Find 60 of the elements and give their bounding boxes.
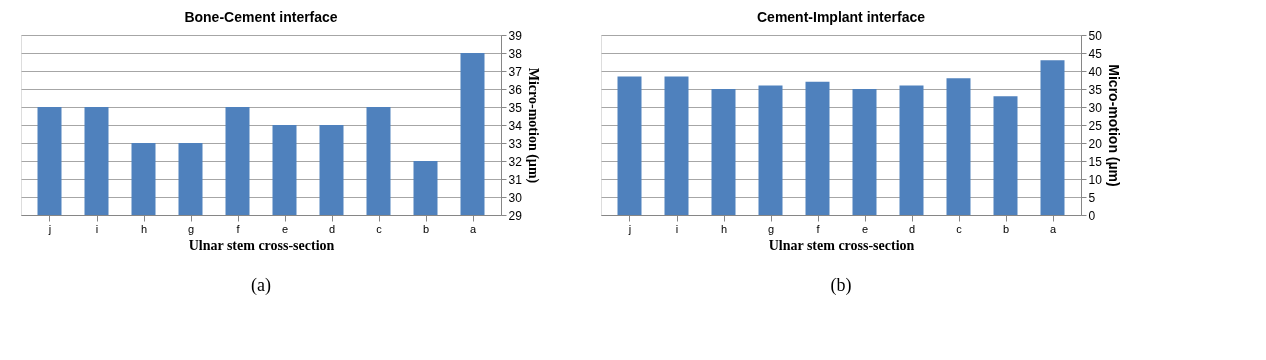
y-tick-label: 34 — [508, 118, 523, 133]
y-tick-label: 31 — [508, 172, 523, 187]
x-tick-label: b — [422, 222, 430, 235]
bar — [664, 76, 689, 215]
x-tick-label: e — [861, 222, 869, 235]
x-tick-label: f — [816, 222, 821, 235]
y-tick-label: 38 — [508, 46, 523, 61]
bar — [617, 76, 642, 215]
y-tick-label: 10 — [1088, 172, 1103, 187]
x-tick-label: h — [140, 222, 148, 235]
y-tick-label: 30 — [1088, 100, 1103, 115]
bar — [1040, 60, 1065, 215]
x-axis-title: Ulnar stem cross-section — [188, 237, 335, 253]
bar — [946, 78, 971, 215]
chart-title: Cement-Implant interface — [756, 9, 926, 25]
y-tick-label: 35 — [508, 100, 523, 115]
x-tick-label: e — [281, 222, 289, 235]
x-tick-label: d — [908, 222, 916, 235]
y-tick-label: 37 — [508, 64, 523, 79]
y-axis-title: Micro-motion (µm) — [1105, 64, 1122, 187]
x-tick-label: g — [187, 222, 195, 235]
x-tick-label: c — [956, 222, 963, 235]
x-tick-label: b — [1002, 222, 1010, 235]
y-tick-label: 15 — [1088, 154, 1103, 169]
text: (a) — [251, 275, 271, 296]
x-tick-label: i — [95, 222, 99, 235]
y-tick-label: 30 — [508, 190, 523, 205]
x-tick-label: g — [767, 222, 775, 235]
bar — [758, 85, 783, 215]
y-tick-label: 20 — [1088, 136, 1103, 151]
x-tick-label: i — [675, 222, 679, 235]
y-tick-label: 36 — [508, 82, 523, 97]
y-tick-label: 45 — [1088, 46, 1103, 61]
y-tick-label: 29 — [508, 208, 523, 223]
y-tick-label: 32 — [508, 154, 523, 169]
y-tick-label: 5 — [1088, 190, 1096, 205]
y-axis-title: Micro-motion (µm) — [524, 67, 541, 184]
chart-title: Bone-Cement interface — [184, 9, 338, 25]
x-tick-label: h — [720, 222, 728, 235]
x-tick-label: a — [1049, 222, 1057, 235]
text: (b) — [830, 275, 852, 296]
y-tick-label: 33 — [508, 136, 523, 151]
y-tick-label: 0 — [1088, 208, 1096, 223]
x-tick-label: d — [328, 222, 336, 235]
x-tick-label: f — [236, 222, 241, 235]
x-tick-label: c — [376, 222, 383, 235]
bar — [899, 85, 924, 215]
x-tick-label: j — [47, 222, 52, 235]
y-tick-label: 35 — [1088, 82, 1103, 97]
bar — [852, 89, 877, 215]
x-tick-label: a — [469, 222, 477, 235]
bar — [993, 96, 1018, 215]
bar — [711, 89, 736, 215]
y-tick-label: 40 — [1088, 64, 1103, 79]
y-tick-label: 50 — [1088, 28, 1103, 43]
y-tick-label: 39 — [508, 28, 523, 43]
bar — [805, 81, 830, 215]
x-axis-title: Ulnar stem cross-section — [768, 237, 915, 253]
y-tick-label: 25 — [1088, 118, 1103, 133]
x-tick-label: j — [627, 222, 632, 235]
